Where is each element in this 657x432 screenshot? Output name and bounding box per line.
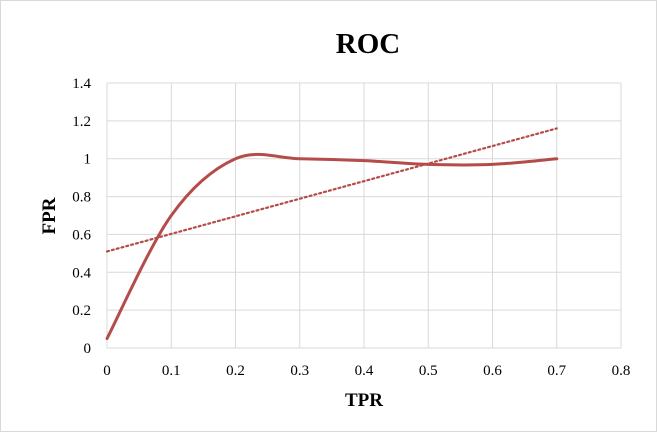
x-tick-label: 0.4 xyxy=(355,363,374,379)
x-tick-label: 0.7 xyxy=(547,363,566,379)
roc-curve-line xyxy=(105,152,559,341)
x-tick-label: 0.1 xyxy=(162,363,181,379)
x-tick-label: 0.3 xyxy=(290,363,309,379)
x-tick-label: 0.2 xyxy=(226,363,245,379)
y-tick-label: 1 xyxy=(84,152,92,168)
y-tick-label: 0.6 xyxy=(72,227,91,243)
trendline-dotted xyxy=(105,127,558,253)
y-tick-label: 0.8 xyxy=(72,190,91,206)
y-tick-label: 0.2 xyxy=(72,303,91,319)
y-tick-label: 0.4 xyxy=(72,265,91,281)
series xyxy=(105,127,559,341)
x-axis-title: TPR xyxy=(345,390,383,411)
x-tick-label: 0 xyxy=(103,363,111,379)
y-tick-label: 0 xyxy=(84,341,92,357)
x-tick-label: 0.6 xyxy=(483,363,502,379)
x-tick-label: 0.8 xyxy=(612,363,631,379)
gridlines xyxy=(106,82,622,349)
y-tick-label: 1.2 xyxy=(72,114,91,130)
chart-title: ROC xyxy=(336,28,400,60)
x-tick-label: 0.5 xyxy=(419,363,438,379)
tick-labels: 0 0.1 0.2 0.3 0.4 0.5 0.6 0.7 0.8 0 0.2 0.4 0.6 0.8 1 1… xyxy=(72,76,630,379)
y-axis-title: FPR xyxy=(39,197,60,234)
y-tick-label: 1.4 xyxy=(72,76,91,92)
